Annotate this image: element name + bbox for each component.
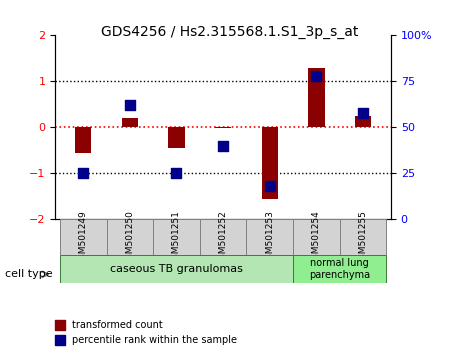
Text: GSM501252: GSM501252 (218, 210, 227, 264)
Point (79, 171, 87, 176)
Text: GSM501251: GSM501251 (172, 210, 180, 265)
Text: normal lung
parenchyma: normal lung parenchyma (308, 258, 369, 280)
Point (173, 171, 180, 176)
Point (358, 110, 366, 115)
FancyBboxPatch shape (246, 219, 292, 255)
Bar (75, 127, 91, 153)
Text: GSM501254: GSM501254 (311, 210, 320, 264)
Bar (308, 68, 324, 127)
Legend: transformed count, percentile rank within the sample: transformed count, percentile rank withi… (51, 316, 241, 349)
Point (219, 143, 226, 149)
FancyBboxPatch shape (153, 219, 199, 255)
Text: cell type: cell type (5, 269, 52, 279)
FancyBboxPatch shape (60, 255, 292, 283)
Point (265, 183, 273, 189)
Point (312, 73, 319, 79)
Bar (121, 118, 138, 127)
Text: caseous TB granulomas: caseous TB granulomas (110, 264, 242, 274)
Bar (261, 127, 277, 199)
Text: GSM501255: GSM501255 (358, 210, 367, 265)
Bar (214, 127, 231, 129)
Text: GSM501249: GSM501249 (78, 210, 88, 264)
FancyBboxPatch shape (60, 219, 106, 255)
FancyBboxPatch shape (106, 219, 153, 255)
Text: GSM501253: GSM501253 (265, 210, 274, 265)
FancyBboxPatch shape (339, 219, 386, 255)
Bar (354, 116, 370, 127)
Bar (168, 127, 184, 148)
FancyBboxPatch shape (199, 219, 246, 255)
FancyBboxPatch shape (292, 255, 386, 283)
Text: GSM501250: GSM501250 (125, 210, 134, 265)
FancyBboxPatch shape (292, 219, 339, 255)
Point (126, 103, 133, 108)
Text: GDS4256 / Hs2.315568.1.S1_3p_s_at: GDS4256 / Hs2.315568.1.S1_3p_s_at (101, 25, 358, 39)
